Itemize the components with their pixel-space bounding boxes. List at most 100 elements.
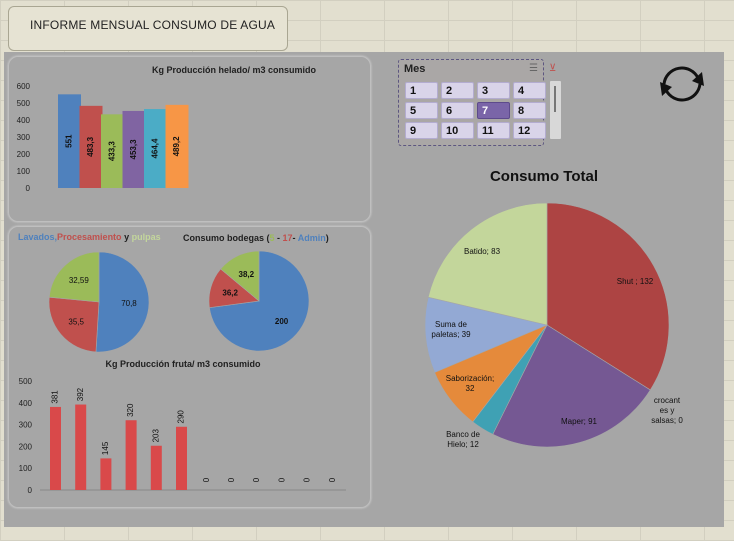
- chart-title-lavados: Lavados,Procesamiento y pulpas: [18, 232, 161, 242]
- fruta-bar: [125, 420, 137, 490]
- slicer-option-10[interactable]: 10: [441, 122, 474, 139]
- total-slice-label: Shut ; 132: [617, 277, 654, 286]
- helado-bar: [58, 94, 81, 188]
- month-slicer: Mes ☰ ⊻ 1 2 3 4 5 6 7 8 9 10 11 12: [398, 59, 561, 146]
- fruta-bar-label: 0: [252, 477, 261, 482]
- bodegas-pie-slice: [220, 250, 260, 302]
- title-part: y: [122, 232, 132, 242]
- fruta-bar: [100, 458, 112, 490]
- title-part: pulpas: [132, 232, 161, 242]
- helado-bar-label: 551: [65, 134, 74, 148]
- slicer-option-4[interactable]: 4: [513, 82, 546, 99]
- slicer-option-1[interactable]: 1: [405, 82, 438, 99]
- total-pie-slice: [546, 202, 670, 391]
- total-slice-label: Suma de paletas; 39: [431, 320, 471, 339]
- helado-bar-label: 433,3: [108, 141, 117, 162]
- slicer-option-5[interactable]: 5: [405, 102, 438, 119]
- title-part: ): [326, 233, 329, 243]
- title-part: 17: [283, 233, 293, 243]
- fruta-bar-label: 0: [328, 477, 337, 482]
- panel-fruta: [8, 226, 371, 508]
- helado-ytick: 100: [17, 167, 31, 176]
- fruta-ytick: 400: [19, 399, 33, 408]
- helado-bar-label: 489,2: [172, 136, 181, 157]
- fruta-bar: [75, 404, 87, 490]
- helado-bar: [122, 110, 146, 188]
- fruta-bar-label: 0: [277, 477, 286, 482]
- chart-helado: Kg Producción helado/ m3 consumido 0 100 2…: [17, 65, 317, 193]
- lavados-slice-label: 70,8: [121, 299, 137, 308]
- chart-title-helado: Kg Producción helado/ m3 consumido: [152, 65, 317, 75]
- total-pie-slice: [424, 296, 548, 373]
- title-part: -: [293, 233, 298, 243]
- chart-total: Consumo Total Shut ; 132 crocant es y salsa…: [424, 168, 683, 449]
- fruta-bar-label: 0: [227, 477, 236, 482]
- slicer-option-8[interactable]: 8: [513, 102, 546, 119]
- fruta-bar-label: 290: [177, 410, 186, 424]
- total-slice-label: crocant es y salsas; 0: [651, 396, 683, 425]
- helado-bar: [79, 105, 103, 188]
- report-title: INFORME MENSUAL CONSUMO DE AGUA: [8, 6, 288, 51]
- title-part: -: [275, 233, 283, 243]
- helado-bar-label: 483,3: [86, 136, 95, 157]
- helado-ytick: 300: [17, 133, 31, 142]
- slicer-scrollbar[interactable]: [550, 81, 561, 139]
- fruta-bar-label: 381: [51, 390, 60, 404]
- chart-title-fruta: Kg Producción fruta/ m3 consumido: [105, 359, 261, 369]
- helado-ytick: 0: [26, 184, 31, 193]
- slicer-option-2[interactable]: 2: [441, 82, 474, 99]
- slicer-option-9[interactable]: 9: [405, 122, 438, 139]
- bodegas-slice-label: 200: [275, 317, 289, 326]
- helado-bar: [144, 109, 167, 188]
- slicer-option-11[interactable]: 11: [477, 122, 510, 139]
- fruta-ytick: 100: [19, 464, 33, 473]
- total-slice-label: Banco de Hielo; 12: [446, 430, 480, 449]
- slicer-option-3[interactable]: 3: [477, 82, 510, 99]
- helado-ytick: 400: [17, 116, 31, 125]
- fruta-bar-label: 320: [126, 403, 135, 417]
- helado-ytick: 600: [17, 82, 31, 91]
- lavados-pie-slice: [48, 251, 100, 303]
- clear-filter-icon[interactable]: ⊻: [549, 63, 557, 74]
- refresh-icon[interactable]: [654, 62, 710, 106]
- fruta-bar: [176, 426, 187, 490]
- chart-title-total: Consumo Total: [490, 168, 598, 185]
- fruta-bar-label: 0: [303, 477, 312, 482]
- fruta-ytick: 0: [28, 486, 33, 495]
- slicer-title: Mes: [404, 63, 426, 75]
- lavados-slice-label: 32,59: [69, 276, 90, 285]
- lavados-slice-label: 35,5: [68, 317, 84, 326]
- chart-title-bodegas: Consumo bodegas (5 - 17- Admin): [183, 233, 329, 243]
- chart-lavados: Lavados,Procesamiento y pulpas 70,8 35,5 3…: [18, 232, 161, 353]
- helado-bar: [165, 104, 189, 188]
- slicer-option-6[interactable]: 6: [441, 102, 474, 119]
- total-slice-label: Batido; 83: [464, 247, 501, 256]
- title-part: 5: [270, 233, 275, 243]
- fruta-bar-label: 203: [151, 429, 160, 443]
- bodegas-slice-label: 36,2: [222, 289, 238, 298]
- fruta-ytick: 500: [19, 377, 33, 386]
- helado-ytick: 500: [17, 99, 31, 108]
- fruta-bar-label: 0: [202, 477, 211, 482]
- slicer-scroll-thumb[interactable]: [554, 86, 556, 112]
- helado-bar-label: 464,4: [151, 138, 160, 159]
- fruta-ytick: 300: [19, 421, 33, 430]
- slicer-option-12[interactable]: 12: [513, 122, 546, 139]
- lavados-pie-slice: [95, 251, 150, 353]
- lavados-pie-slice: [48, 296, 100, 353]
- helado-bar-label: 453,3: [129, 139, 138, 160]
- total-slice-label: Saborización; 32: [446, 374, 494, 393]
- helado-ytick: 200: [17, 150, 31, 159]
- title-part: Lavados: [18, 232, 55, 242]
- chart-bodegas: Consumo bodegas (5 - 17- Admin) 200 36,2 3…: [183, 233, 329, 352]
- fruta-bar: [150, 445, 162, 490]
- fruta-bar: [50, 406, 61, 490]
- fruta-bar-label: 145: [101, 441, 110, 455]
- helado-bar: [101, 114, 124, 188]
- title-part: ,: [55, 232, 58, 242]
- slicer-option-7[interactable]: 7: [477, 102, 510, 119]
- multi-select-icon[interactable]: ☰: [529, 63, 538, 74]
- fruta-ytick: 200: [19, 442, 33, 451]
- chart-fruta: Kg Producción fruta/ m3 consumido 0 100 20…: [19, 359, 346, 495]
